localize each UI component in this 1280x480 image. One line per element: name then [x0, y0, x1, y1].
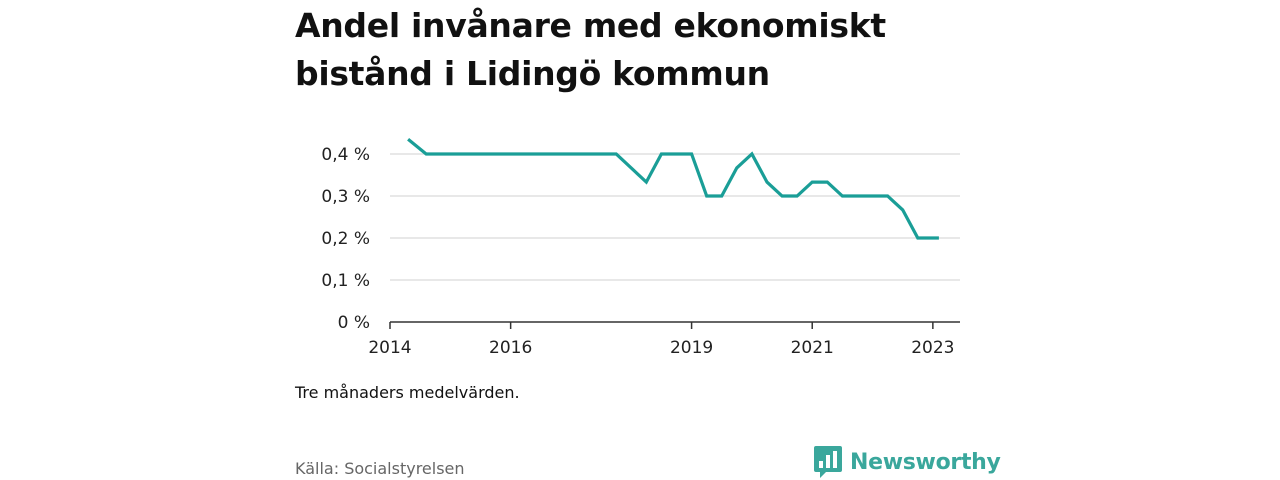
x-axis: 2014 2016 2019 2021 2023	[368, 321, 960, 358]
y-tick-label: 0,1 %	[321, 271, 370, 291]
brand-logo: Newsworthy	[814, 446, 1001, 478]
source-credit: Källa: Socialstyrelsen	[295, 459, 465, 478]
gridlines	[390, 153, 960, 281]
y-axis-ticks: 0 % 0,1 % 0,2 % 0,3 % 0,4 %	[321, 145, 370, 333]
x-tick-label: 2023	[911, 338, 954, 358]
y-tick-label: 0,2 %	[321, 229, 370, 249]
series-line-0	[407, 138, 939, 240]
chart-title: Andel invånare med ekonomiskt bistånd i …	[295, 6, 886, 93]
chart-note: Tre månaders medelvärden.	[295, 383, 520, 402]
brand-name: Newsworthy	[850, 449, 1001, 475]
bar-chart-logo-icon	[814, 446, 842, 478]
x-tick-label: 2019	[670, 338, 713, 358]
x-tick-label: 2021	[791, 338, 834, 358]
x-tick-label: 2014	[368, 338, 411, 358]
x-tick-label: 2016	[489, 338, 532, 358]
series-lines	[407, 138, 939, 240]
y-tick-label: 0 %	[338, 313, 370, 333]
y-tick-label: 0,3 %	[321, 187, 370, 207]
y-tick-label: 0,4 %	[321, 145, 370, 165]
